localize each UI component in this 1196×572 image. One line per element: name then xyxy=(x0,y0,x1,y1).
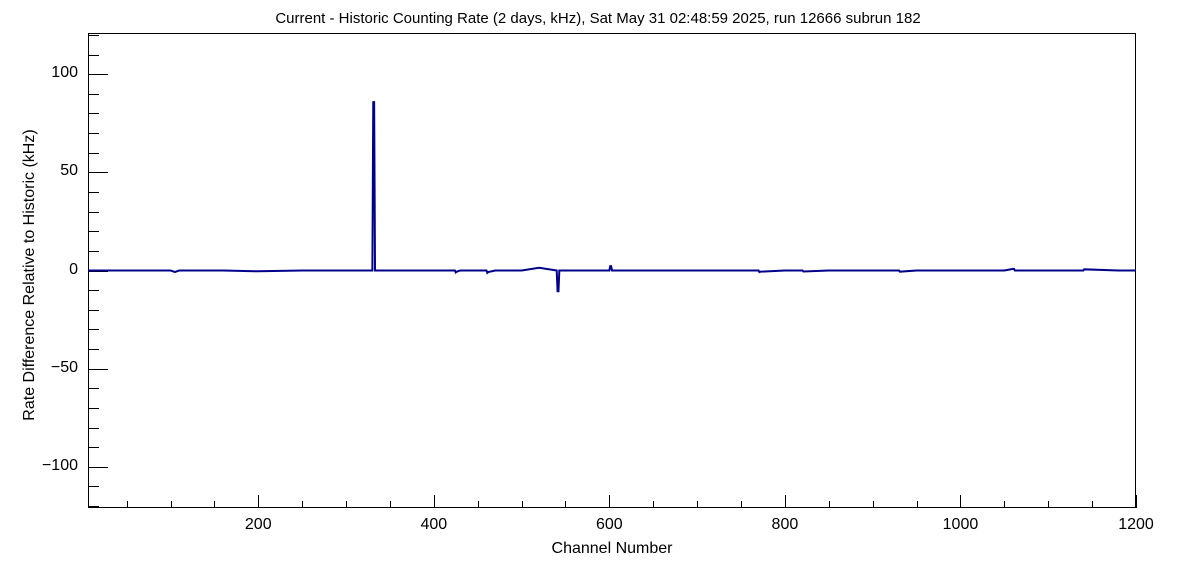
page-title: Current - Historic Counting Rate (2 days… xyxy=(275,10,921,27)
x-axis-label: Channel Number xyxy=(551,540,673,557)
x-tick-label: 1000 xyxy=(942,516,979,533)
x-tick-label: 400 xyxy=(420,516,448,533)
x-tick-label: 200 xyxy=(244,516,272,533)
y-tick-label: 0 xyxy=(69,260,78,278)
x-tick-label: 800 xyxy=(771,516,799,533)
plot-frame xyxy=(88,33,1136,508)
y-tick-label: −100 xyxy=(41,456,78,474)
y-tick-label: 100 xyxy=(51,64,78,82)
x-tick-label: 600 xyxy=(596,516,623,533)
x-tick-label: 1200 xyxy=(1118,516,1154,533)
y-tick-label: −50 xyxy=(50,358,78,376)
y-tick-label: 50 xyxy=(60,162,78,180)
